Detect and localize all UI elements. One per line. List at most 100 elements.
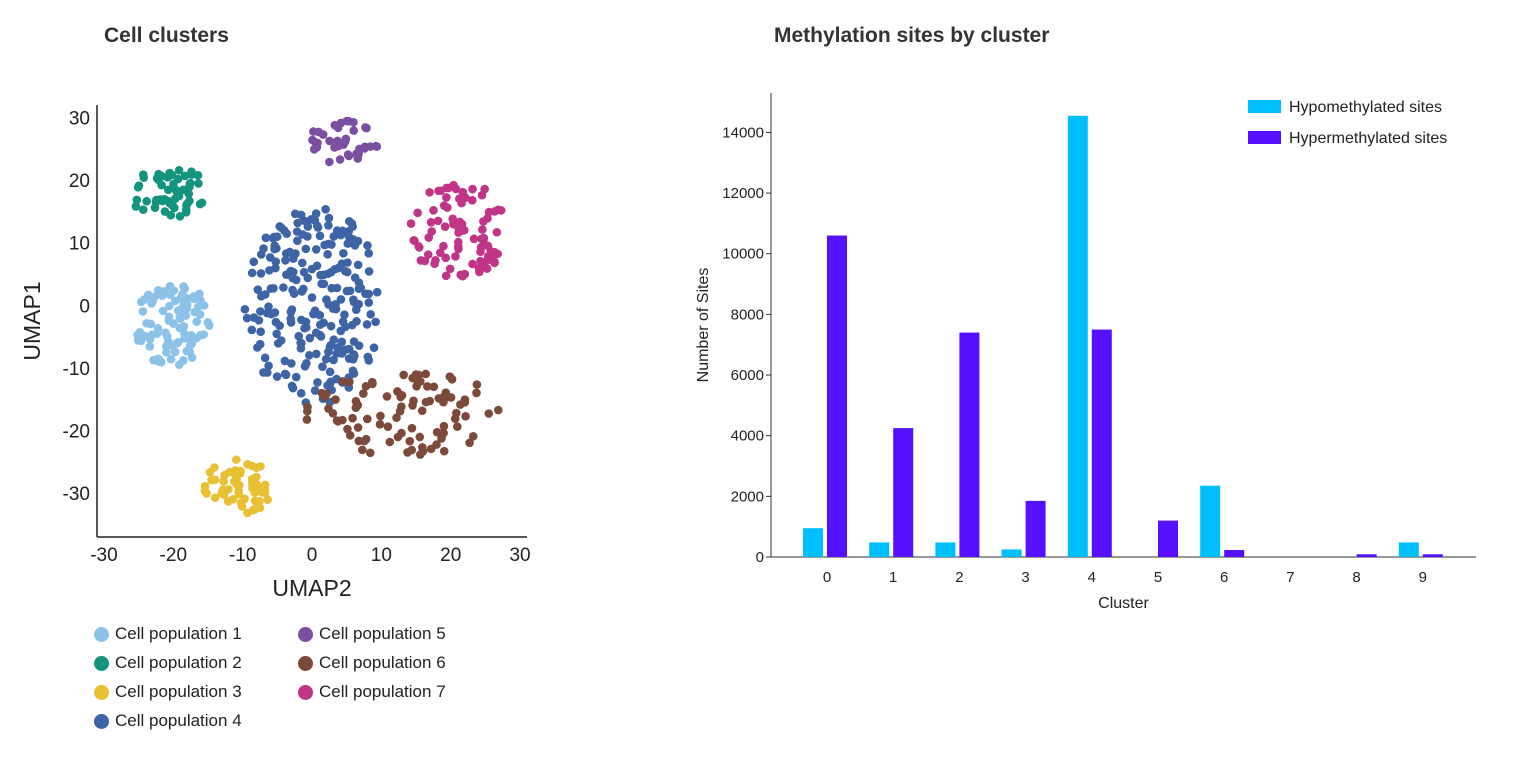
scatter-point (335, 155, 345, 164)
scatter-point (300, 323, 309, 333)
scatter-point (296, 210, 306, 220)
scatter-point (407, 445, 417, 455)
scatter-point (340, 266, 350, 276)
scatter-point (344, 151, 354, 161)
scatter-point (354, 436, 364, 446)
bar-legend-label: Hypomethylated sites (1289, 99, 1442, 116)
scatter-point (448, 214, 457, 224)
bar-hypermethylated (959, 332, 980, 557)
bar-x-tick-label: 2 (955, 569, 963, 586)
scatter-point (205, 467, 215, 477)
umap-x-tick-label: -20 (160, 545, 187, 566)
scatter-point (358, 445, 367, 455)
scatter-point (353, 260, 363, 270)
scatter-point (194, 179, 203, 188)
scatter-point (165, 301, 174, 311)
legend-swatch (298, 655, 313, 671)
scatter-point (288, 383, 298, 393)
scatter-point (490, 258, 499, 268)
scatter-point (294, 331, 304, 341)
cluster-points (133, 281, 214, 370)
scatter-point (458, 187, 468, 197)
scatter-point (426, 218, 436, 227)
scatter-point (364, 289, 374, 299)
scatter-point (353, 400, 363, 410)
scatter-point (418, 446, 428, 456)
scatter-point (321, 354, 331, 364)
bar-hypermethylated (1224, 550, 1245, 557)
scatter-point (300, 361, 310, 371)
scatter-point (270, 244, 279, 254)
scatter-point (195, 199, 205, 209)
scatter-point (169, 319, 178, 328)
scatter-point (159, 286, 169, 296)
scatter-point (314, 127, 323, 137)
scatter-point (279, 283, 288, 292)
scatter-point (354, 150, 363, 159)
scatter-point (225, 467, 234, 477)
scatter-point (315, 231, 325, 241)
scatter-point (382, 392, 392, 401)
bar-legend-swatch (1248, 131, 1281, 144)
scatter-point (311, 209, 321, 218)
scatter-point (195, 310, 205, 319)
scatter-point (327, 283, 336, 293)
scatter-point (490, 207, 499, 216)
scatter-point (437, 434, 446, 443)
scatter-point (468, 184, 477, 194)
scatter-point (337, 337, 347, 347)
scatter-point (260, 480, 270, 490)
scatter-point (195, 289, 204, 299)
scatter-point (372, 142, 382, 151)
umap-y-axis-label: UMAP1 (19, 281, 45, 360)
scatter-point (397, 402, 406, 411)
scatter-point (345, 286, 355, 296)
scatter-point (337, 349, 347, 358)
scatter-point (421, 369, 430, 379)
scatter-point (185, 182, 194, 192)
scatter-point (410, 236, 419, 246)
scatter-point (309, 309, 318, 319)
legend-label: Cell population 6 (319, 653, 446, 672)
scatter-point (364, 298, 374, 307)
scatter-point (429, 206, 438, 215)
scatter-point (319, 318, 328, 328)
scatter-point (397, 428, 406, 438)
scatter-point (311, 138, 320, 148)
scatter-point (451, 252, 460, 261)
scatter-point (173, 337, 183, 347)
scatter-point (136, 297, 146, 307)
umap-x-tick-label: 10 (371, 545, 392, 566)
bar-chart-title: Methylation sites by cluster (774, 24, 1050, 47)
umap-x-tick-label: 20 (440, 545, 461, 566)
scatter-point (344, 344, 354, 354)
scatter-point (319, 270, 328, 280)
scatter-point (235, 469, 245, 478)
scatter-point (325, 157, 334, 167)
scatter-point (443, 203, 452, 212)
scatter-point (359, 389, 368, 398)
scatter-point (297, 287, 307, 296)
scatter-point (366, 309, 375, 319)
umap-title: Cell clusters (104, 24, 229, 47)
scatter-point (287, 359, 296, 368)
bar-y-tick-label: 0 (756, 549, 764, 566)
scatter-point (392, 413, 401, 423)
bar-hypomethylated (935, 542, 956, 557)
scatter-point (332, 226, 342, 235)
scatter-point (289, 254, 298, 263)
scatter-point (424, 233, 434, 242)
legend-swatch (298, 626, 313, 642)
scatter-point (399, 370, 408, 380)
scatter-point (345, 377, 354, 387)
scatter-point (166, 354, 176, 364)
scatter-point (276, 336, 286, 345)
bar-hypermethylated (1158, 520, 1178, 557)
scatter-point (479, 233, 489, 243)
scatter-point (310, 386, 320, 395)
scatter-point (336, 118, 346, 128)
scatter-point (350, 240, 360, 250)
scatter-point (309, 144, 319, 154)
bar-hypomethylated (1398, 542, 1419, 557)
scatter-point (315, 330, 325, 340)
